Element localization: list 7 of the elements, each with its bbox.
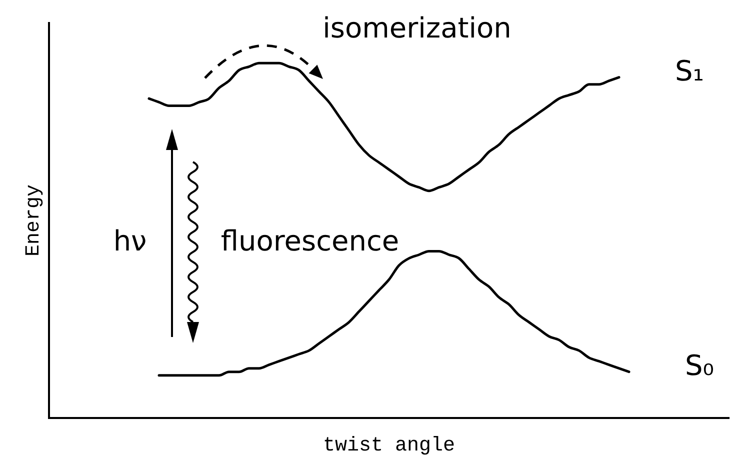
text: S₀ (685, 349, 714, 382)
annotation: fluorescence (220, 224, 400, 258)
annotation: hν (113, 224, 147, 258)
y-axis-title: Energy (22, 184, 46, 257)
x-axis-title: twist angle (322, 434, 456, 458)
text: S₁ (675, 54, 704, 88)
text: isomerization (322, 11, 512, 44)
